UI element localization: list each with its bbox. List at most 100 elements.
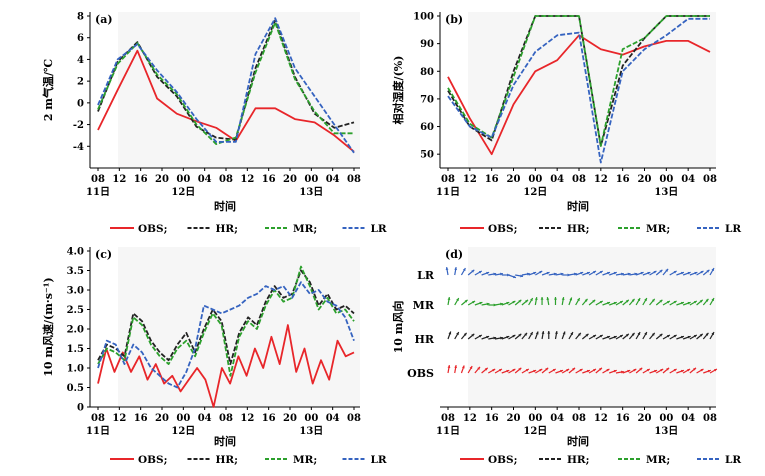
- wind-arrow-head: [577, 332, 581, 336]
- wind-arrow-head: [637, 332, 641, 336]
- wind-arrow-head: [512, 335, 516, 338]
- x-tick-label: 20: [283, 174, 297, 185]
- x-tick-label: 00: [304, 174, 318, 185]
- x-tick-label: 08: [91, 174, 105, 185]
- x-tick-label: 16: [134, 413, 148, 424]
- wind-arrow-head: [478, 271, 482, 274]
- date-label: 11日: [436, 186, 460, 198]
- wind-arrow-head: [448, 331, 452, 335]
- x-tick-label: 08: [219, 413, 233, 424]
- wind-arrow-head: [454, 267, 458, 270]
- wind-arrow-head: [454, 365, 458, 368]
- wind-arrow-head: [673, 271, 677, 274]
- y-tick-label: 50: [420, 150, 434, 161]
- wind-arrow-head: [659, 333, 663, 337]
- wind-arrow-head: [493, 336, 497, 340]
- y-axis-label: 10 m风向: [391, 301, 405, 354]
- x-tick-label: 12: [240, 174, 254, 185]
- date-label: 11日: [86, 425, 110, 437]
- wind-arrow-head: [606, 369, 610, 372]
- x-tick-label: 16: [485, 174, 499, 185]
- wind-arrow-head: [634, 272, 638, 276]
- wind-arrow-head: [486, 335, 490, 339]
- wind-arrow-head: [479, 301, 483, 305]
- wind-arrow-head: [613, 271, 617, 275]
- series-mr: [447, 15, 710, 147]
- wind-arrow-head: [492, 369, 496, 372]
- x-tick-label: 04: [198, 174, 212, 185]
- legend-entry-obs: OBS;: [488, 454, 517, 466]
- wind-arrow-head: [619, 335, 623, 338]
- wind-arrow-head: [654, 369, 658, 373]
- wind-arrow-head: [533, 271, 537, 275]
- x-tick-label: 00: [528, 413, 542, 424]
- x-tick-label: 00: [528, 174, 542, 185]
- x-tick-label: 20: [638, 174, 652, 185]
- wind-arrow-head: [513, 275, 516, 279]
- x-tick-label: 04: [326, 174, 340, 185]
- y-tick-label: 1.0: [67, 364, 84, 375]
- x-tick-label: 16: [262, 413, 276, 424]
- x-tick-label: 08: [91, 413, 105, 424]
- wind-arrow-head: [547, 331, 551, 334]
- wind-arrow-head: [586, 369, 590, 373]
- date-label: 12日: [171, 425, 195, 437]
- legend-entry-hr: HR;: [567, 454, 590, 466]
- y-tick-label: 3.0: [67, 286, 84, 297]
- date-label: 13日: [654, 186, 678, 198]
- date-label: 12日: [523, 186, 547, 198]
- wind-arrow-head: [506, 335, 510, 339]
- x-tick-label: 12: [594, 174, 608, 185]
- y-tick-label: 2.0: [67, 325, 84, 336]
- wind-arrow-head: [569, 297, 573, 301]
- legend-entry-obs: OBS;: [488, 223, 517, 235]
- wind-arrow-head: [525, 369, 529, 372]
- wind-arrow-head: [666, 301, 670, 304]
- wind-arrow-head: [627, 369, 631, 373]
- wind-arrow-head: [512, 369, 516, 372]
- series-lr: [97, 281, 355, 389]
- wind-arrow-head: [619, 301, 623, 304]
- plot-background: [118, 247, 360, 407]
- panel-label: (a): [95, 13, 113, 26]
- wind-arrow-head: [572, 367, 576, 371]
- y-tick-label: 100: [413, 12, 434, 23]
- series-mr: [97, 265, 355, 377]
- wind-arrow-head: [573, 272, 577, 276]
- wind-arrow-head: [484, 367, 488, 371]
- x-tick-label: 08: [572, 174, 586, 185]
- x-tick-label: 04: [550, 413, 564, 424]
- wind-arrow-head: [711, 268, 714, 272]
- x-tick-label: 16: [616, 174, 630, 185]
- series-obs: [97, 49, 355, 153]
- wind-arrow-head: [506, 369, 510, 373]
- x-tick-label: 20: [155, 413, 169, 424]
- y-axis-label: 相对湿度/(%): [391, 56, 405, 125]
- wind-arrow-head: [631, 332, 635, 336]
- wind-arrow-head: [711, 332, 714, 336]
- date-label: 12日: [523, 425, 547, 437]
- x-tick-label: 12: [112, 174, 126, 185]
- wind-arrow-head: [607, 335, 611, 339]
- wind-arrow-head: [518, 299, 522, 303]
- x-tick-label: 12: [594, 413, 608, 424]
- wind-arrow-head: [687, 271, 691, 275]
- wind-arrow-head: [520, 274, 524, 278]
- y-tick-label: -4: [73, 142, 84, 153]
- y-tick-label: -2: [73, 120, 84, 131]
- series-lr: [97, 17, 355, 154]
- panel-label: (c): [95, 248, 112, 261]
- wind-arrow-head: [700, 271, 704, 274]
- wind-arrow-head: [653, 271, 657, 274]
- wind-arrow-head: [456, 332, 459, 336]
- wind-arrow-head: [585, 333, 589, 337]
- x-tick-label: 08: [347, 174, 361, 185]
- series-obs: [97, 324, 355, 408]
- x-tick-label: 16: [485, 413, 499, 424]
- wind-arrow-head: [625, 333, 629, 337]
- legend-entry-obs: OBS;: [138, 454, 167, 466]
- wind-arrow-head: [566, 369, 570, 372]
- wind-arrow-head: [493, 272, 497, 276]
